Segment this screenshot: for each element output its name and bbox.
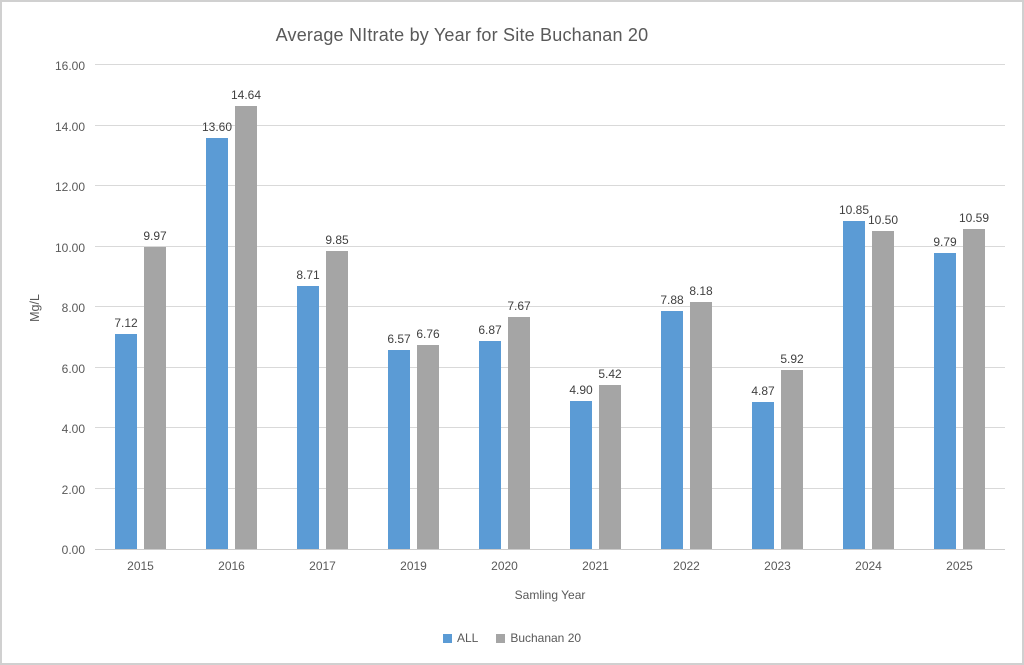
- y-tick-label: 4.00: [61, 422, 85, 436]
- bar-all-2015: 7.12: [114, 316, 138, 549]
- gridline: [95, 245, 1005, 247]
- bar-all-2016: 13.60: [202, 120, 232, 549]
- x-tick-label-2016: 2016: [218, 559, 245, 573]
- bar-buchanan-20-2023: 5.92: [780, 352, 804, 549]
- category-group-2019: 6.57 6.76: [368, 66, 459, 549]
- bar-value-label: 10.50: [867, 213, 899, 228]
- bar-value-label: 14.64: [230, 88, 262, 103]
- x-tick-label-2023: 2023: [764, 559, 791, 573]
- legend-item-all: ALL: [442, 631, 479, 645]
- y-tick-label: 6.00: [61, 361, 85, 376]
- category-group-2017: 8.71 9.85: [277, 66, 368, 549]
- bar-all-2022: 7.88: [660, 293, 684, 549]
- x-tick-label-2019: 2019: [400, 559, 427, 573]
- y-tick-label: 2.00: [61, 482, 85, 497]
- category-group-2024: 10.85 10.50: [823, 66, 914, 549]
- bar-all-2019: 6.57: [387, 332, 411, 549]
- y-tick-label: 12.00: [54, 180, 85, 194]
- bar-value-label: 7.12: [114, 315, 138, 330]
- gridline: [95, 64, 1005, 65]
- x-tick-label-2015: 2015: [127, 559, 154, 573]
- bar-value-label: 4.90: [569, 382, 593, 397]
- bar-buchanan-20-2017: 9.85: [325, 233, 349, 549]
- gridline: [95, 124, 1005, 126]
- category-group-2015: 7.12 9.97: [95, 66, 186, 549]
- y-tick-label: 14.00: [54, 119, 85, 134]
- y-tick-label: 16.00: [54, 59, 85, 73]
- category-group-2023: 4.87 5.92: [732, 66, 823, 549]
- legend-item-buchanan-20: Buchanan 20: [496, 631, 581, 645]
- bar-value-label: 13.60: [201, 119, 233, 134]
- bar-value-label: 6.87: [478, 323, 502, 338]
- bar-value-label: 7.67: [507, 298, 531, 313]
- bar-value-label: 9.79: [933, 234, 957, 249]
- gridline: [95, 427, 1005, 428]
- bar-buchanan-20-2024: 10.50: [868, 213, 898, 549]
- y-tick-label: 0.00: [61, 543, 85, 557]
- gridline: [95, 185, 1005, 186]
- x-tick-label-2020: 2020: [491, 559, 518, 573]
- category-group-2021: 4.90 5.42: [550, 66, 641, 549]
- legend-swatch-buchanan-20-icon: [496, 633, 506, 643]
- bar-buchanan-20-2016: 14.64: [231, 88, 261, 549]
- y-tick-label: 8.00: [61, 301, 85, 315]
- bar-all-2021: 4.90: [569, 383, 593, 549]
- bar-all-2017: 8.71: [296, 268, 320, 549]
- gridline: [95, 366, 1005, 368]
- legend-swatch-all-icon: [442, 633, 452, 643]
- legend-label-all: ALL: [456, 631, 479, 645]
- bar-all-2024: 10.85: [839, 203, 869, 549]
- bar-buchanan-20-2015: 9.97: [143, 229, 167, 549]
- bar-value-label: 10.59: [958, 210, 990, 225]
- bar-value-label: 8.18: [689, 283, 713, 298]
- category-group-2022: 7.88 8.18: [641, 66, 732, 549]
- gridline: [95, 306, 1005, 307]
- bar-all-2023: 4.87: [751, 384, 775, 549]
- legend: ALL Buchanan 20: [2, 631, 1022, 645]
- bar-value-label: 7.88: [660, 292, 684, 307]
- x-axis-labels: 2015 2016 2017 2019 2020 2021 2022 2023 2024 2025: [95, 559, 1005, 573]
- y-tick-label: 10.00: [54, 240, 85, 255]
- y-axis-labels: 0.00 2.00 4.00 6.00 8.00 10.00 12.00 14.00 16.00: [2, 59, 85, 557]
- x-tick-label-2021: 2021: [582, 559, 609, 573]
- x-tick-label-2017: 2017: [309, 559, 336, 573]
- bar-all-2020: 6.87: [478, 323, 502, 549]
- x-tick-label-2025: 2025: [946, 559, 973, 573]
- bar-value-label: 6.57: [387, 332, 411, 347]
- bar-buchanan-20-2022: 8.18: [689, 284, 713, 549]
- bar-value-label: 10.85: [838, 202, 870, 217]
- plot-area: 7.12 9.97 13.60 14.64 8.71 9.85 6.57 6.76 6.87 7.…: [95, 64, 1005, 550]
- bar-value-label: 9.85: [325, 233, 349, 248]
- bar-buchanan-20-2025: 10.59: [959, 211, 989, 549]
- bar-value-label: 5.42: [598, 367, 622, 382]
- bar-value-label: 6.76: [416, 326, 440, 341]
- category-group-2016: 13.60 14.64: [186, 66, 277, 549]
- category-group-2025: 9.79 10.59: [914, 66, 1005, 549]
- x-tick-label-2024: 2024: [855, 559, 882, 573]
- gridline: [95, 487, 1005, 489]
- category-group-2020: 6.87 7.67: [459, 66, 550, 549]
- chart-title: Average NItrate by Year for Site Buchana…: [275, 25, 649, 45]
- bar-all-2025: 9.79: [933, 235, 957, 549]
- bar-value-label: 9.97: [143, 229, 167, 244]
- bar-value-label: 5.92: [780, 351, 804, 366]
- bar-value-label: 8.71: [296, 267, 320, 282]
- x-tick-label-2022: 2022: [673, 559, 700, 573]
- legend-label-buchanan-20: Buchanan 20: [510, 631, 582, 645]
- bar-buchanan-20-2021: 5.42: [598, 367, 622, 549]
- bar-buchanan-20-2020: 7.67: [507, 299, 531, 549]
- bar-value-label: 4.87: [751, 383, 775, 398]
- bar-buchanan-20-2019: 6.76: [416, 327, 440, 549]
- x-axis-title: Samling Year: [514, 588, 586, 602]
